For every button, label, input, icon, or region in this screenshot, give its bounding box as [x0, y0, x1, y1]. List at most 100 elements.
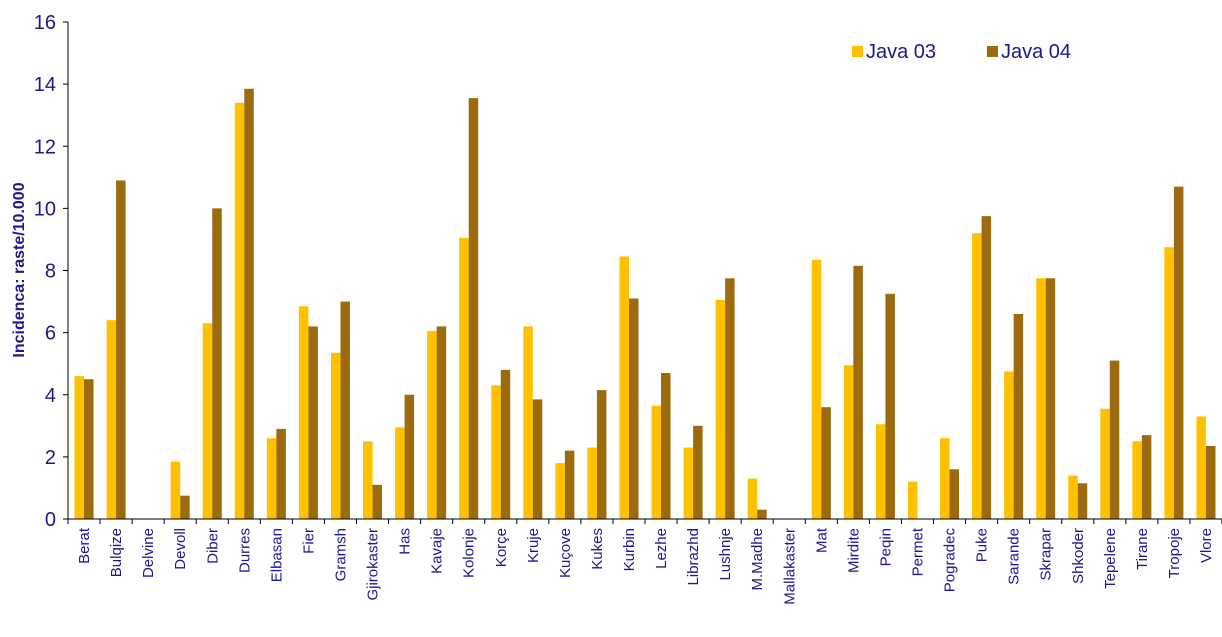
x-tick-label: Permet: [909, 527, 926, 576]
bar-java-03: [74, 376, 85, 519]
y-tick-label: 0: [45, 509, 56, 531]
x-tick-label: Gramsh: [332, 528, 349, 581]
bar-java-04: [725, 278, 735, 519]
y-tick-label: 2: [45, 447, 56, 469]
bar-java-04: [885, 293, 895, 519]
bar-java-03: [875, 424, 886, 519]
bar-java-03: [330, 352, 341, 519]
bar-java-03: [491, 385, 501, 519]
bar-java-03: [170, 461, 181, 519]
x-tick-label: Mallakaster: [781, 528, 798, 605]
plot-bars: [74, 88, 1216, 520]
bar-java-04: [372, 484, 383, 519]
x-tick-label: Kolonje: [461, 528, 478, 578]
bar-java-04: [468, 98, 479, 520]
bar-java-03: [843, 365, 854, 519]
bar-java-03: [1100, 408, 1110, 519]
x-tick-label: Elbasan: [268, 528, 285, 582]
x-tick-label: Kurbin: [621, 528, 638, 571]
bar-java-03: [459, 237, 469, 519]
bar-java-04: [628, 298, 639, 519]
bar-java-03: [907, 481, 918, 519]
x-tick-label: Has: [397, 528, 414, 555]
bar-java-04: [244, 88, 254, 520]
x-tick-label: Peqin: [877, 528, 894, 566]
x-tick-label: Tirane: [1134, 528, 1151, 570]
bar-java-03: [811, 259, 822, 519]
x-tick-label: M.Madhe: [749, 528, 766, 591]
bar-java-04: [981, 216, 992, 519]
legend-swatch: [852, 46, 863, 57]
x-tick-label: Fier: [300, 528, 317, 554]
x-tick-label: Kukes: [589, 528, 606, 570]
bar-java-03: [651, 405, 662, 519]
x-tick-label: Sarande: [1006, 528, 1023, 585]
x-tick-label: Lushnje: [717, 528, 734, 581]
x-tick-label: Mirdite: [845, 528, 862, 573]
x-tick-label: Gjirokaster: [365, 528, 382, 601]
x-tick-label: Tropoje: [1166, 528, 1183, 578]
bar-java-04: [661, 373, 671, 519]
x-axis-ticks: Berat Bulqize Delvine Devoll Diber Durres Elba…: [67, 519, 1222, 605]
x-tick-label: Tepelene: [1102, 528, 1119, 589]
bar-java-03: [747, 478, 758, 519]
bar-java-04: [949, 469, 960, 519]
x-tick-label: Puke: [974, 528, 991, 562]
bar-java-04: [340, 301, 350, 519]
x-tick-label: Korçe: [493, 528, 510, 567]
bar-java-03: [619, 256, 629, 519]
bar-java-03: [298, 306, 309, 519]
bar-java-03: [363, 441, 373, 519]
x-tick-label: Bulqize: [108, 528, 125, 577]
x-tick-label: Kavaje: [429, 528, 446, 574]
bar-java-03: [427, 331, 437, 519]
y-tick-label: 10: [34, 198, 56, 220]
x-tick-label: Diber: [204, 528, 221, 564]
legend-label: Java 04: [1001, 41, 1071, 63]
y-tick-label: 14: [34, 74, 56, 96]
bar-java-04: [564, 450, 575, 519]
x-tick-label: Delvine: [140, 528, 157, 578]
bar-java-03: [683, 447, 694, 519]
x-tick-label: Lezhe: [653, 528, 670, 569]
bar-java-03: [1004, 371, 1014, 519]
bar-java-04: [84, 379, 94, 519]
bar-java-03: [1068, 475, 1078, 519]
bar-java-04: [436, 326, 447, 519]
bar-java-04: [1077, 483, 1088, 519]
bar-java-04: [1141, 435, 1152, 519]
x-tick-label: Kuçove: [557, 528, 574, 578]
bar-java-04: [212, 208, 222, 519]
bar-java-03: [1132, 441, 1142, 519]
bar-java-04: [1109, 360, 1120, 519]
bar-java-03: [587, 447, 597, 519]
bar-java-03: [234, 102, 245, 519]
y-tick-label: 16: [34, 12, 56, 34]
x-tick-label: Mat: [813, 527, 830, 553]
x-tick-label: Berat: [76, 527, 93, 564]
bar-java-03: [395, 427, 405, 519]
bar-java-03: [555, 463, 565, 519]
x-tick-label: Shkoder: [1070, 528, 1087, 584]
bar-java-04: [693, 425, 703, 519]
bar-java-03: [523, 326, 533, 519]
bar-java-04: [1045, 278, 1056, 519]
bar-java-03: [106, 320, 117, 519]
bar-java-04: [1205, 446, 1216, 519]
bar-java-03: [266, 438, 277, 519]
y-tick-label: 6: [45, 323, 56, 345]
legend: Java 03 Java 04: [852, 41, 1071, 63]
bar-java-04: [500, 369, 511, 519]
bar-java-04: [1173, 186, 1184, 519]
legend-label: Java 03: [866, 41, 936, 63]
bar-java-04: [308, 326, 318, 519]
x-tick-label: Durres: [236, 528, 253, 573]
y-axis-label: Incidenca: raste/10.000: [11, 182, 28, 357]
x-tick-label: Librazhd: [685, 528, 702, 586]
bar-java-04: [276, 428, 286, 519]
legend-swatch: [987, 46, 998, 57]
bar-java-04: [596, 390, 607, 519]
x-tick-label: Devoll: [172, 528, 189, 570]
bar-java-03: [940, 438, 950, 519]
